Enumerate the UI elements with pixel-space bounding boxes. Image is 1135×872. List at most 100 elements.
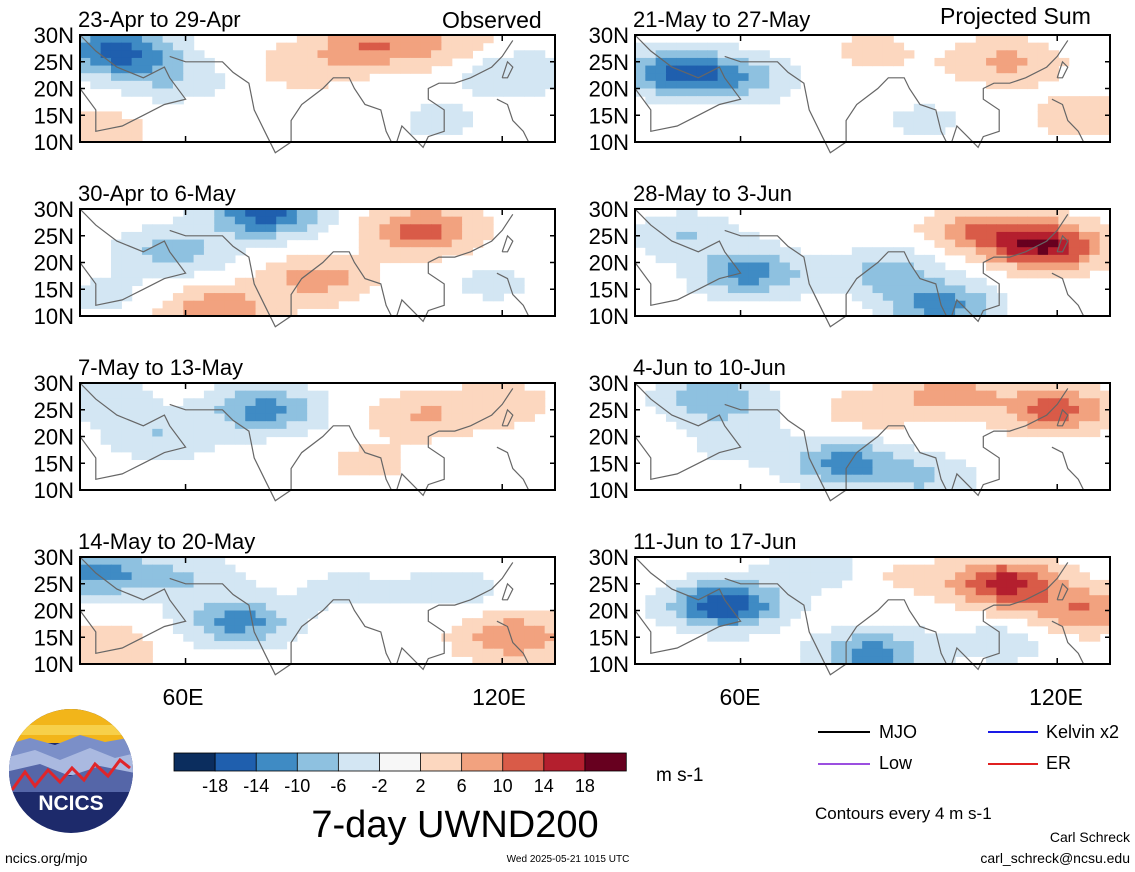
- shaded-cell: [265, 421, 277, 430]
- shaded-cell: [203, 285, 215, 294]
- shaded-cell: [172, 88, 184, 97]
- shaded-cell: [1048, 231, 1059, 241]
- shaded-cell: [986, 73, 998, 82]
- shaded-cell: [872, 383, 884, 392]
- shaded-cell: [769, 564, 781, 573]
- shaded-cell: [727, 277, 739, 287]
- shaded-cell: [924, 262, 936, 271]
- shaded-cell: [369, 231, 381, 241]
- shaded-cell: [420, 111, 432, 120]
- shaded-cell: [317, 209, 329, 218]
- shaded-cell: [665, 96, 677, 105]
- shaded-cell: [903, 398, 915, 407]
- shaded-cell: [924, 467, 936, 476]
- shaded-cell: [635, 50, 646, 59]
- shaded-cell: [851, 247, 863, 256]
- website-link[interactable]: ncics.org/mjo: [5, 850, 88, 866]
- shaded-cell: [286, 625, 298, 635]
- shaded-cell: [265, 293, 277, 302]
- shaded-cell: [162, 428, 174, 438]
- shaded-cell: [924, 119, 936, 128]
- y-tick-label: 20N: [34, 425, 74, 450]
- shaded-cell: [696, 602, 708, 612]
- shaded-cell: [1037, 239, 1049, 248]
- shaded-cell: [265, 413, 277, 422]
- shaded-cell: [307, 209, 319, 218]
- shaded-cell: [296, 390, 308, 399]
- shaded-cell: [80, 557, 91, 566]
- coastline: [396, 40, 514, 149]
- shaded-cell: [317, 65, 329, 74]
- shaded-cell: [1037, 383, 1049, 392]
- shaded-cell: [255, 428, 267, 438]
- shaded-cell: [986, 390, 998, 399]
- shaded-cell: [758, 390, 770, 399]
- shaded-cell: [131, 579, 143, 589]
- shaded-cell: [493, 293, 504, 302]
- panel-title: 23-Apr to 29-Apr: [78, 7, 241, 32]
- shaded-cell: [162, 564, 174, 573]
- shaded-cell: [513, 656, 525, 665]
- shaded-cell: [131, 42, 143, 51]
- shaded-cell: [193, 610, 205, 619]
- shaded-cell: [769, 451, 781, 461]
- shaded-cell: [841, 564, 853, 573]
- shaded-cell: [400, 231, 412, 241]
- shaded-cell: [986, 579, 998, 589]
- shaded-cell: [1079, 119, 1090, 128]
- shaded-cell: [1068, 224, 1080, 233]
- shaded-cell: [924, 413, 936, 422]
- shaded-cell: [758, 451, 770, 461]
- shaded-cell: [893, 459, 905, 468]
- shaded-cell: [934, 277, 946, 287]
- author-name: Carl Schreck: [1050, 829, 1131, 845]
- shaded-cell: [882, 293, 894, 302]
- shaded-cell: [265, 73, 277, 82]
- shaded-cell: [534, 65, 546, 74]
- shaded-cell: [286, 270, 298, 279]
- shaded-cell: [100, 421, 112, 430]
- shaded-cell: [944, 285, 956, 294]
- shaded-cell: [748, 587, 760, 596]
- shaded-cell: [369, 57, 381, 67]
- shaded-cell: [224, 216, 236, 225]
- shaded-cell: [534, 80, 546, 90]
- shaded-cell: [738, 572, 750, 581]
- shaded-cell: [110, 595, 122, 604]
- shaded-cell: [80, 42, 91, 51]
- shaded-cell: [245, 277, 257, 287]
- shaded-cell: [1006, 209, 1018, 218]
- shaded-cell: [1006, 587, 1018, 596]
- shaded-cell: [862, 459, 874, 468]
- shaded-cell: [80, 641, 91, 650]
- shaded-cell: [534, 656, 546, 665]
- shaded-cell: [748, 421, 760, 430]
- shaded-cell: [162, 595, 174, 604]
- shaded-cell: [934, 579, 946, 589]
- shaded-cell: [996, 293, 1008, 302]
- shaded-cell: [255, 209, 267, 218]
- shaded-cell: [110, 648, 122, 657]
- shaded-cell: [451, 42, 463, 51]
- shaded-cell: [410, 65, 422, 74]
- shaded-cell: [131, 277, 143, 287]
- shaded-cell: [738, 633, 750, 642]
- shaded-cell: [245, 300, 257, 309]
- shaded-cell: [707, 293, 719, 302]
- shaded-cell: [820, 467, 832, 476]
- shaded-cell: [1099, 398, 1111, 407]
- shaded-cell: [986, 57, 998, 67]
- shaded-cell: [686, 579, 698, 589]
- shaded-cell: [172, 50, 184, 59]
- shaded-cell: [831, 557, 843, 566]
- y-tick-label: 20N: [34, 599, 74, 624]
- shaded-cell: [758, 65, 770, 74]
- shaded-cell: [696, 88, 708, 97]
- shaded-cell: [820, 254, 832, 264]
- shaded-cell: [727, 572, 739, 581]
- shaded-cell: [369, 421, 381, 430]
- shaded-cell: [265, 209, 277, 218]
- y-tick-label: 30N: [589, 545, 629, 570]
- shaded-cell: [338, 285, 350, 294]
- shaded-cell: [1068, 595, 1080, 604]
